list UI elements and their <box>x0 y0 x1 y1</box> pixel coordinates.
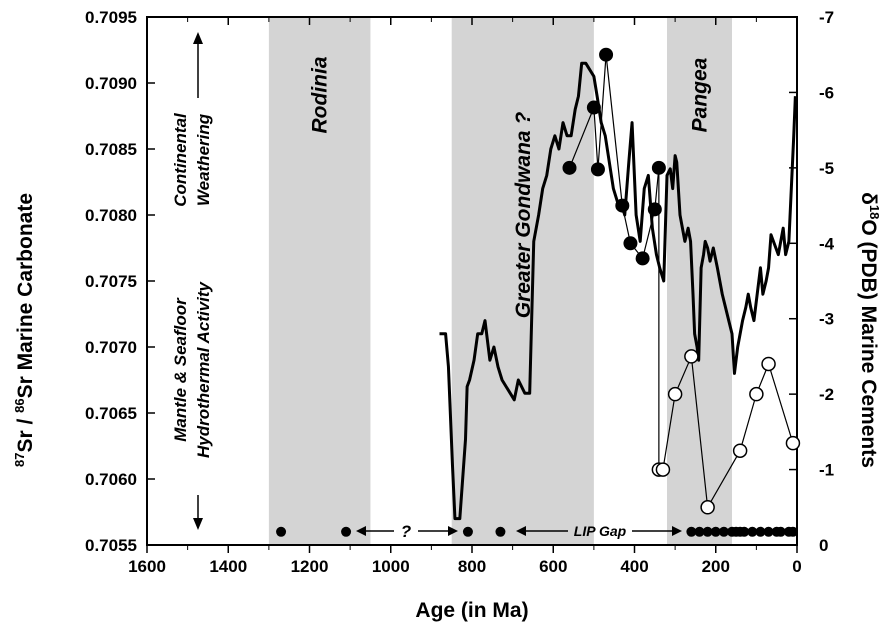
left-y-tick-label: 0.7055 <box>85 536 137 555</box>
oxygen-open-point <box>684 349 699 364</box>
left-y-tick-label: 0.7095 <box>85 8 137 27</box>
hydrothermal-label: Hydrothermal Activity <box>194 280 213 458</box>
left-y-sup-87: 87 <box>12 453 27 467</box>
oxygen-filled-point <box>635 251 650 266</box>
x-tick-label: 200 <box>702 557 730 576</box>
right-y-tick-label: -7 <box>819 8 834 27</box>
lip-event-dot <box>787 526 798 537</box>
lip-event-dot <box>341 526 352 537</box>
x-tick-label: 1200 <box>291 557 329 576</box>
right-y-tick-label: -1 <box>819 461 834 480</box>
left-y-tick-label: 0.7090 <box>85 74 137 93</box>
weathering-label: Weathering <box>194 113 213 206</box>
oxygen-open-point <box>749 386 764 402</box>
x-tick-label: 600 <box>539 557 567 576</box>
left-y-tick-label: 0.7060 <box>85 470 137 489</box>
left-y-post: Sr Marine Carbonate <box>14 193 37 398</box>
oxygen-filled-point <box>623 236 638 251</box>
right-y-sup: 18 <box>867 205 882 219</box>
hydrothermal-annotation: Mantle & Seafloor Hydrothermal Activity <box>171 280 213 530</box>
oxygen-filled-point <box>647 202 662 217</box>
oxygen-open-point <box>785 435 801 451</box>
weathering-annotation: Continental Weathering <box>171 32 213 207</box>
data-series <box>276 47 801 537</box>
lip-event-dot <box>702 526 713 537</box>
band-label-0: Rodinia <box>309 56 332 133</box>
question-mark: ? <box>401 522 412 541</box>
right-y-tick-label: 0 <box>819 536 828 555</box>
oxygen-open-point <box>700 500 715 515</box>
down-arrow-head <box>193 518 203 530</box>
question-gap-annotation: ? <box>356 522 458 541</box>
question-right-arrowhead <box>448 526 458 536</box>
right-y-tick-label: -4 <box>819 234 835 253</box>
band-label-2: Pangea <box>689 57 712 132</box>
oxygen-filled-point <box>599 47 614 62</box>
left-y-axis-ticks: 0.7055 0.7060 0.7065 0.7070 0.7075 0.7080 0.70… <box>85 8 155 555</box>
lip-event-dot <box>686 526 697 537</box>
x-tick-label: 1000 <box>372 557 410 576</box>
strontium-isotope-curve <box>439 61 797 521</box>
right-y-tick-label: -5 <box>819 159 834 178</box>
right-y-tick-label: -3 <box>819 310 834 329</box>
x-tick-label: 800 <box>458 557 486 576</box>
left-y-sup-86: 86 <box>12 398 27 412</box>
right-y-tick-label: -6 <box>819 83 834 102</box>
question-left-arrowhead <box>356 526 366 536</box>
oxygen-filled-point <box>590 162 605 177</box>
band-label-1: Greater Gondwana ? <box>512 112 535 319</box>
lip-event-dot <box>775 526 786 537</box>
lip-event-dot <box>710 526 721 537</box>
lip-event-dot <box>755 526 766 537</box>
band-labels: Rodinia Greater Gondwana ? Pangea <box>309 56 712 318</box>
lip-gap-annotation: LIP Gap <box>516 523 682 539</box>
right-y-axis-ticks: 0 -1 -2 -3 -4 -5 -6 -7 <box>789 8 835 555</box>
lip-event-dot <box>763 526 774 537</box>
right-y-delta: δ <box>857 192 880 205</box>
continental-label: Continental <box>171 112 190 207</box>
x-tick-label: 1600 <box>128 557 166 576</box>
x-tick-label: 1400 <box>209 557 247 576</box>
lip-event-dot <box>276 526 287 537</box>
lip-gap-label: LIP Gap <box>574 523 627 539</box>
oxygen-filled-point <box>615 198 630 213</box>
x-axis-ticks: 1600 1400 1200 1000 800 600 400 200 0 <box>128 17 802 576</box>
lip-event-dot <box>694 526 705 537</box>
left-y-tick-label: 0.7085 <box>85 140 137 159</box>
oxygen-open-point <box>732 443 748 458</box>
oxygen-open-point <box>667 386 683 402</box>
left-y-tick-label: 0.7080 <box>85 206 137 225</box>
left-y-axis-title: 87Sr / 86Sr Marine Carbonate <box>12 193 37 467</box>
lip-event-dot <box>747 526 758 537</box>
oxygen-open-point <box>655 462 671 477</box>
x-axis-title: Age (in Ma) <box>415 599 528 622</box>
oxygen-open-point <box>761 356 776 372</box>
lip-event-dot <box>495 526 506 537</box>
right-y-axis-title: δ18O (PDB) Marine Cements <box>857 192 882 468</box>
up-arrow-head <box>193 32 203 44</box>
lip-event-dot <box>718 526 729 537</box>
lip-event-dot <box>739 526 750 537</box>
shaded-band-0 <box>268 17 371 545</box>
left-y-tick-label: 0.7075 <box>85 272 137 291</box>
x-tick-label: 400 <box>620 557 648 576</box>
shaded-band-1 <box>451 17 594 545</box>
left-y-tick-label: 0.7070 <box>85 338 137 357</box>
lip-event-dot <box>462 526 473 537</box>
lip-right-arrowhead <box>672 526 682 536</box>
left-y-tick-label: 0.7065 <box>85 404 137 423</box>
lip-left-arrowhead <box>516 526 526 536</box>
x-tick-label: 0 <box>792 557 801 576</box>
right-y-post: O (PDB) Marine Cements <box>857 219 880 468</box>
left-y-mid: Sr / <box>14 413 37 453</box>
mantle-label: Mantle & Seafloor <box>171 297 190 442</box>
oxygen-filled-point <box>562 160 577 175</box>
oxygen-filled-point <box>586 100 601 115</box>
right-y-tick-label: -2 <box>819 385 834 404</box>
